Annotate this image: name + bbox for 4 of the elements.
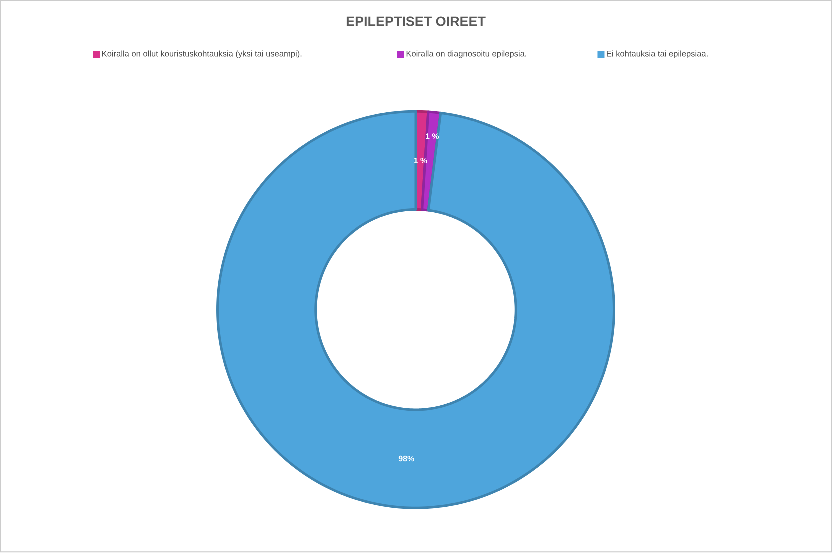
legend-label: Koiralla on diagnosoitu epilepsia. (406, 50, 526, 59)
chart-title: EPILEPTISET OIREET (346, 16, 486, 26)
legend-label: Koiralla on ollut kouristuskohtauksia (yksi tai useampi). (102, 50, 302, 59)
legend-label: Ei kohtauksia tai epilepsiaa. (607, 50, 708, 59)
